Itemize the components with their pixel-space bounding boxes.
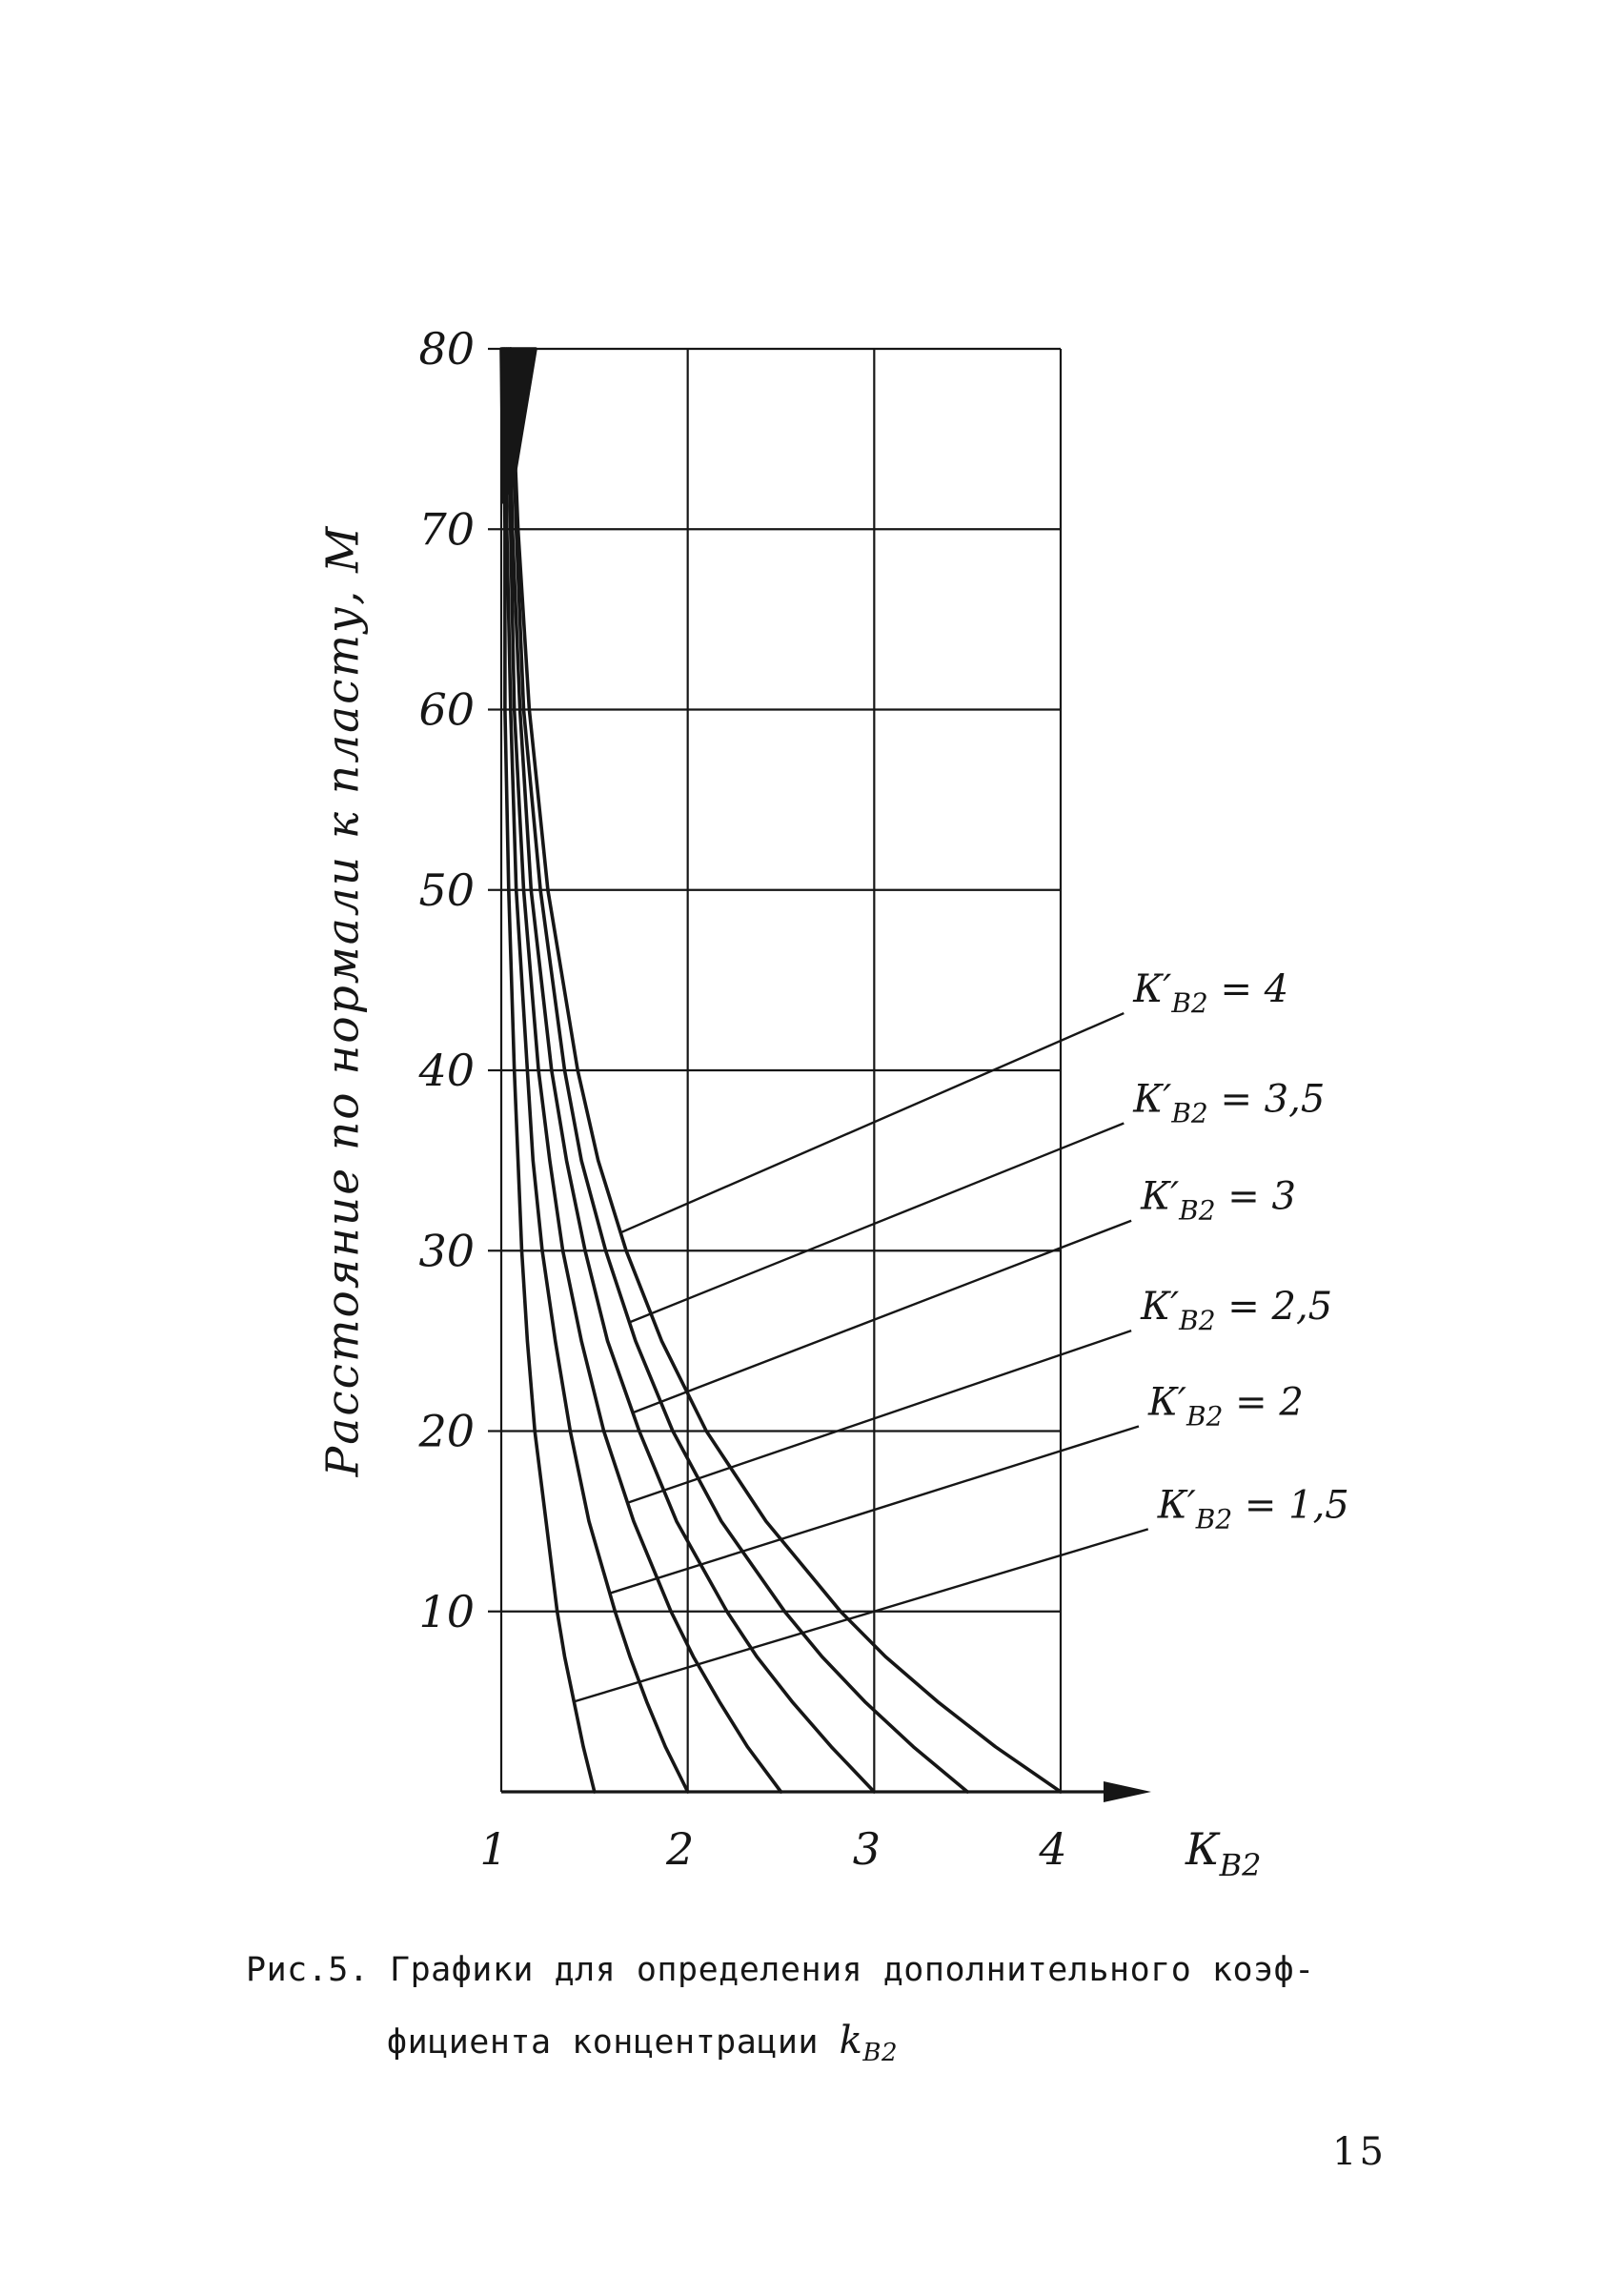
leader-line-k-4 (619, 1011, 1125, 1234)
curve-labels: К′В2 = 4 К′В2 = 3,5 К′В2 = 3 К′В2 = 2,5 К′В2… (573, 967, 1349, 1703)
leader-line-k-2.5 (625, 1330, 1132, 1505)
y-tick-label: 50 (418, 864, 475, 916)
y-tick-label: 60 (418, 684, 475, 736)
x-axis-unit-label: КВ2 (1185, 1823, 1261, 1883)
x-axis-arrow (1104, 1781, 1151, 1802)
leader-line-k-1.5 (573, 1528, 1149, 1703)
curve-k-3 (507, 347, 877, 1794)
page-number: 15 (1332, 2130, 1387, 2174)
x-tick-label: 1 (479, 1823, 507, 1875)
grid (488, 347, 1063, 1792)
curve-k-2.5 (505, 347, 783, 1794)
tick-labels: 80 70 60 50 40 30 20 10 1 2 3 4 КВ2 (417, 323, 1261, 1883)
curve-label-k-4: К′В2 = 4 (1132, 967, 1288, 1019)
x-tick-label: 2 (665, 1823, 694, 1875)
figure-caption: Рис.5. Графики для определения дополните… (246, 1935, 1466, 2088)
curve-k-1.5 (501, 347, 597, 1794)
curve-label-k-2: К′В2 = 2 (1147, 1380, 1304, 1432)
caption-line-2: фициента концентрации kВ2 (387, 2005, 1466, 2088)
y-tick-label: 10 (418, 1586, 475, 1637)
curves-convergence-ink (499, 347, 537, 504)
leader-line-k-3 (631, 1219, 1132, 1414)
caption-k-symbol: k (839, 2019, 863, 2062)
curve-label-k-1.5: К′В2 = 1,5 (1157, 1483, 1349, 1534)
y-axis-label: Расстояние по нормали к пласту, М (316, 524, 370, 1477)
x-tick-label: 4 (1038, 1823, 1066, 1875)
x-axis (501, 1781, 1151, 1802)
caption-line-2-text: фициента концентрации (387, 2023, 840, 2062)
y-tick-label: 40 (417, 1045, 475, 1096)
y-tick-label: 70 (418, 503, 475, 555)
curve-label-k-3.5: К′В2 = 3,5 (1132, 1078, 1325, 1129)
caption-line-1: Рис.5. Графики для определения дополните… (246, 1951, 1315, 1989)
curve-k-3.5 (509, 347, 969, 1794)
curve-label-k-3: К′В2 = 3 (1140, 1175, 1296, 1227)
leader-line-k-3.5 (627, 1122, 1125, 1325)
caption-k-subscript: В2 (862, 2039, 898, 2067)
y-tick-label: 20 (417, 1406, 475, 1457)
y-tick-label: 80 (418, 323, 475, 375)
x-tick-label: 3 (853, 1823, 881, 1875)
curves (499, 347, 1063, 1794)
curve-k-4 (509, 347, 1063, 1794)
leader-line-k-2 (609, 1425, 1140, 1595)
curve-label-k-2.5: К′В2 = 2,5 (1140, 1285, 1332, 1336)
curve-k-2 (503, 347, 690, 1794)
y-tick-label: 30 (418, 1225, 475, 1276)
